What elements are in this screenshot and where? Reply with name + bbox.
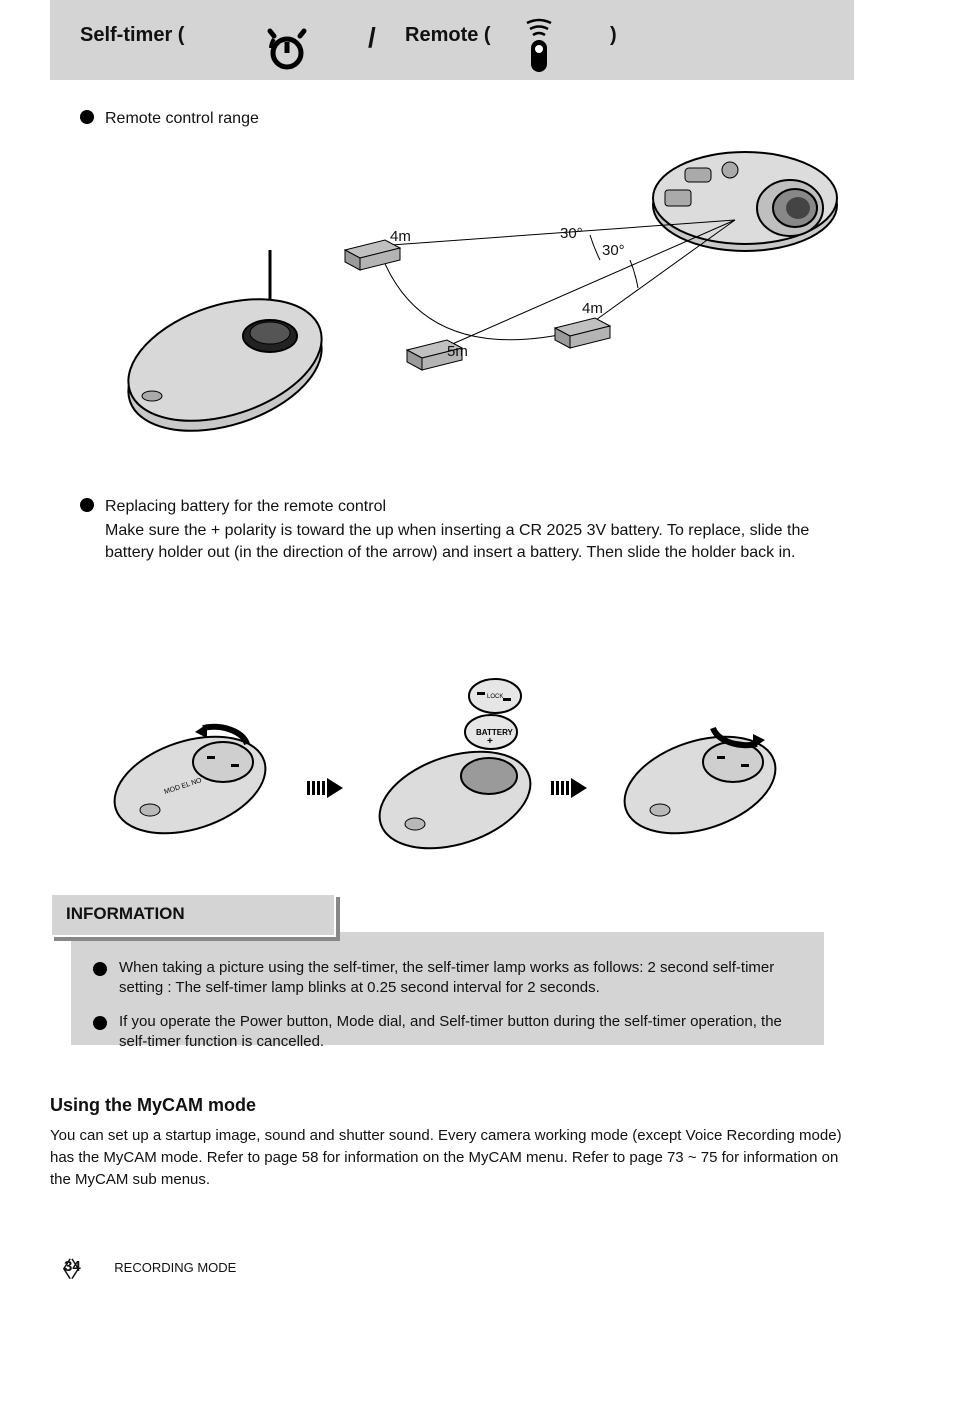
- title-text-1: Self-timer (: [80, 24, 184, 47]
- page-number: 34: [64, 1258, 81, 1275]
- range-label-4m-a: 4m: [390, 228, 411, 245]
- range-label-30b: 30°: [602, 242, 625, 259]
- range-label-5m: 5m: [447, 343, 468, 360]
- title-close: ): [610, 24, 617, 47]
- information-box: When taking a picture using the self-tim…: [71, 932, 824, 1045]
- information-header-label: INFORMATION: [52, 895, 334, 933]
- self-timer-icon: [265, 28, 309, 72]
- remote-top-illustration: [110, 250, 350, 450]
- info-text-2: If you operate the Power button, Mode di…: [119, 1012, 799, 1053]
- remote-icon: [520, 18, 558, 74]
- title-bar: Self-timer ( / Remote ( ): [50, 0, 854, 80]
- svg-text:BATTERY: BATTERY: [476, 728, 514, 737]
- mycam-heading: Using the MyCAM mode: [50, 1095, 256, 1116]
- svg-text:LOCK: LOCK: [487, 694, 503, 700]
- section2-lead: Replacing battery for the remote control: [105, 496, 825, 518]
- section1-text: Remote control range: [105, 108, 259, 130]
- range-label-4m-b: 4m: [582, 300, 603, 317]
- battery-steps-illustration: MOD EL NO BATTERY + LOCK: [95, 670, 815, 870]
- section2-body: Make sure the + polarity is toward the u…: [105, 520, 845, 563]
- page-footer: 〈 〉 34 RECORDING MODE: [50, 1252, 236, 1284]
- page-label: RECORDING MODE: [114, 1260, 236, 1275]
- bullet-2: [80, 498, 94, 512]
- bullet-1: [80, 110, 94, 124]
- info-text-1: When taking a picture using the self-tim…: [119, 958, 799, 999]
- mycam-text: You can set up a startup image, sound an…: [50, 1125, 850, 1190]
- title-slash: /: [368, 22, 376, 54]
- svg-text:+: +: [487, 736, 493, 747]
- range-diagram: [330, 140, 850, 400]
- title-text-2: Remote (: [405, 24, 491, 47]
- info-bullet-1: [93, 962, 107, 976]
- information-header: INFORMATION: [50, 893, 336, 937]
- range-label-30a: 30°: [560, 225, 583, 242]
- info-bullet-2: [93, 1016, 107, 1030]
